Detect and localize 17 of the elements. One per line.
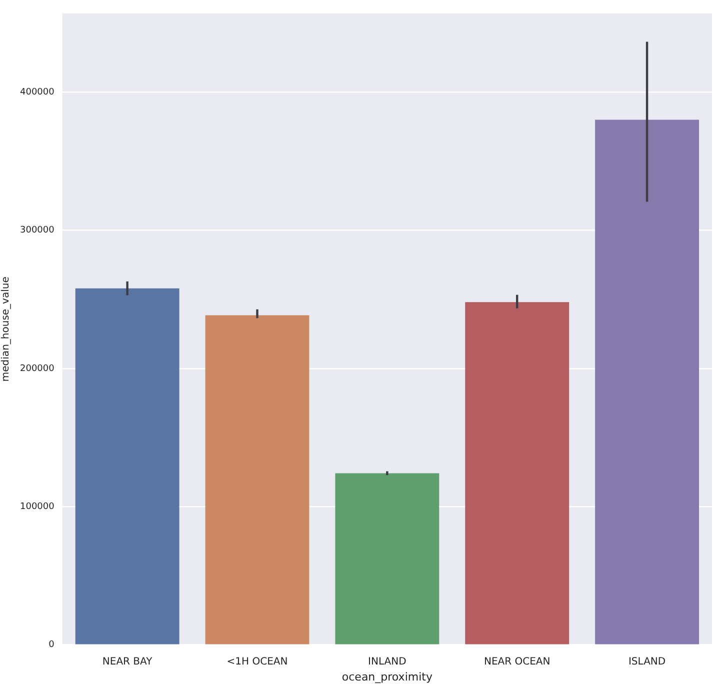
y-tick-label: 200000 — [20, 364, 55, 374]
y-axis-title: median_house_value — [0, 276, 12, 382]
y-tick-label: 400000 — [20, 87, 55, 98]
x-tick-label: ISLAND — [628, 656, 666, 668]
x-tick-label: INLAND — [368, 656, 407, 668]
x-tick-label: <1H OCEAN — [226, 656, 288, 668]
x-axis-title: ocean_proximity — [342, 670, 433, 684]
y-tick-label: 100000 — [20, 502, 55, 512]
bar — [335, 473, 440, 644]
y-tick-label: 0 — [48, 640, 55, 650]
x-tick-label: NEAR OCEAN — [484, 656, 550, 668]
bar — [465, 302, 570, 644]
x-tick-label: NEAR BAY — [102, 656, 154, 668]
y-tick-label: 300000 — [20, 226, 55, 236]
bar — [595, 120, 700, 644]
bar — [75, 288, 180, 644]
bar — [205, 315, 310, 644]
